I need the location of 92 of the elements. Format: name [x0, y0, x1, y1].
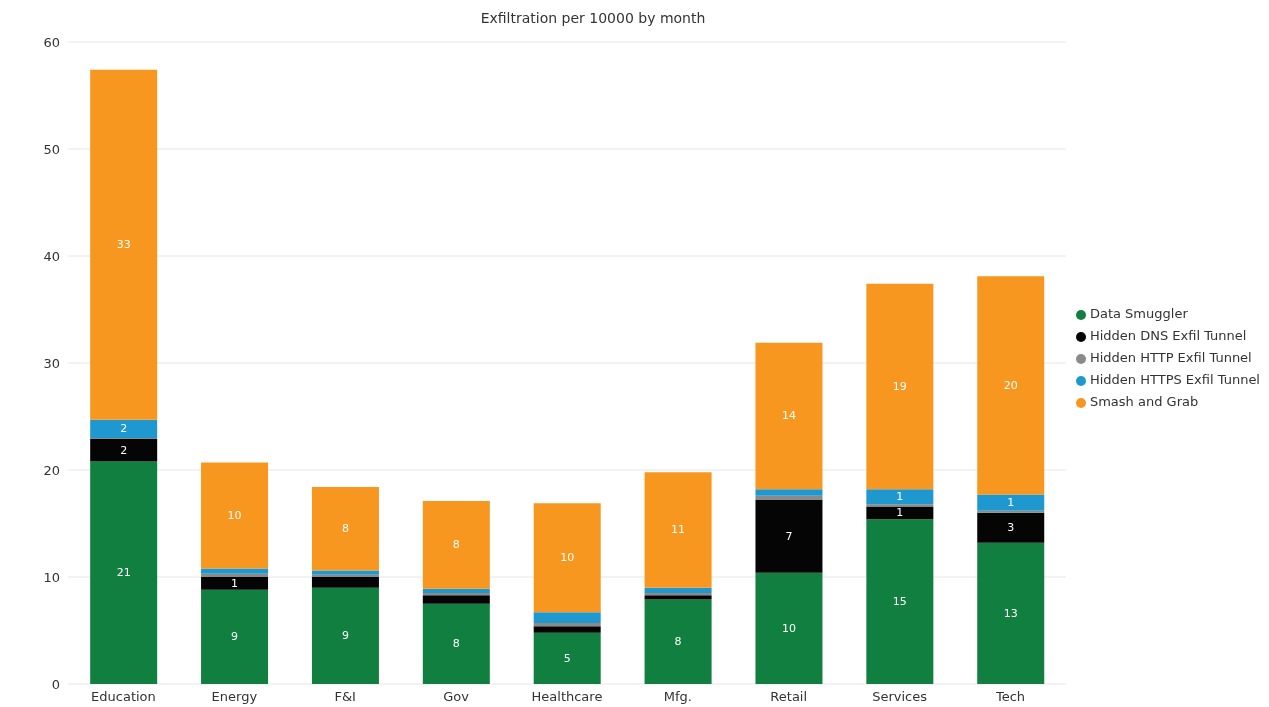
- data-label: 13: [1003, 606, 1018, 620]
- x-tick-label: Healthcare: [531, 689, 603, 705]
- bar: [90, 438, 158, 462]
- data-label: 8: [674, 635, 682, 649]
- data-label: 10: [781, 621, 796, 635]
- bar: [866, 504, 934, 507]
- data-label: 9: [231, 630, 239, 644]
- data-label: 2: [120, 443, 128, 457]
- data-label: 1: [896, 490, 904, 504]
- legend-label: Data Smuggler: [1089, 306, 1188, 321]
- bar: [644, 593, 712, 596]
- bar: [755, 499, 823, 573]
- bar: [533, 632, 601, 684]
- data-label: 33: [116, 238, 131, 252]
- y-tick-label: 40: [43, 248, 60, 264]
- y-tick-label: 10: [43, 569, 60, 585]
- legend-label: Hidden HTTPS Exfil Tunnel: [1089, 372, 1260, 387]
- bar: [644, 472, 712, 588]
- bar: [977, 276, 1045, 495]
- bar: [201, 573, 269, 577]
- x-tick-label: Retail: [770, 689, 808, 705]
- bar: [422, 501, 490, 589]
- chart-title: Exfiltration per 10000 by month: [479, 10, 707, 26]
- data-label: 20: [1003, 378, 1018, 392]
- bar: [90, 461, 158, 684]
- bar: [755, 572, 823, 684]
- data-label: 1: [896, 506, 904, 520]
- bar: [866, 506, 934, 520]
- bar: [755, 489, 823, 496]
- x-tick-label: Education: [91, 689, 156, 705]
- bar: [866, 489, 934, 505]
- bar: [533, 612, 601, 624]
- bar: [755, 342, 823, 490]
- bar: [644, 595, 712, 600]
- y-tick-label: 50: [43, 141, 60, 157]
- bar: [422, 595, 490, 604]
- x-tick-label: Energy: [211, 689, 258, 705]
- bar: [201, 589, 269, 684]
- bar: [201, 568, 269, 574]
- data-label: 8: [452, 637, 460, 651]
- bar: [533, 626, 601, 633]
- bar: [90, 69, 158, 420]
- bar: [977, 510, 1045, 513]
- data-label: 10: [227, 508, 242, 522]
- bar: [866, 283, 934, 490]
- bar: [644, 599, 712, 684]
- bar: [644, 587, 712, 594]
- data-label: 19: [892, 380, 907, 394]
- legend-label: Smash and Grab: [1089, 394, 1199, 409]
- data-label: 8: [341, 522, 349, 536]
- bar: [866, 519, 934, 684]
- x-tick-label: Services: [872, 689, 928, 705]
- bar: [422, 603, 490, 684]
- bar: [533, 623, 601, 627]
- bar: [977, 542, 1045, 684]
- bar: [90, 419, 158, 438]
- data-label: 5: [563, 651, 571, 665]
- y-tick-label: 30: [43, 355, 60, 371]
- data-label: 1: [1007, 496, 1015, 510]
- data-label: 9: [341, 629, 349, 643]
- legend-label: Hidden HTTP Exfil Tunnel: [1089, 350, 1252, 365]
- data-label: 21: [116, 566, 131, 580]
- data-label: 2: [120, 422, 128, 436]
- x-tick-label: Mfg.: [663, 689, 692, 705]
- data-label: 3: [1007, 521, 1015, 535]
- bar: [422, 593, 490, 596]
- x-tick-label: Tech: [994, 689, 1026, 705]
- data-label: 14: [781, 409, 796, 423]
- bar: [311, 574, 379, 577]
- bar: [977, 494, 1045, 511]
- data-label: 10: [560, 551, 575, 565]
- bar: [201, 462, 269, 569]
- bar: [311, 487, 379, 571]
- bar: [311, 577, 379, 588]
- bar: [755, 495, 823, 500]
- bar: [201, 577, 269, 590]
- bar: [533, 503, 601, 613]
- data-label: 7: [785, 529, 793, 543]
- data-label: 11: [671, 523, 686, 537]
- bar: [977, 512, 1045, 543]
- bar: [311, 570, 379, 575]
- x-tick-label: F&I: [334, 689, 356, 705]
- y-tick-label: 0: [51, 676, 60, 692]
- y-tick-label: 20: [43, 462, 60, 478]
- bar: [311, 587, 379, 684]
- bar: [422, 588, 490, 594]
- y-tick-label: 60: [43, 34, 60, 50]
- data-label: 8: [452, 538, 460, 552]
- legend-label: Hidden DNS Exfil Tunnel: [1089, 328, 1247, 343]
- data-label: 1: [231, 576, 239, 590]
- x-tick-label: Gov: [443, 689, 470, 705]
- data-label: 15: [892, 595, 907, 609]
